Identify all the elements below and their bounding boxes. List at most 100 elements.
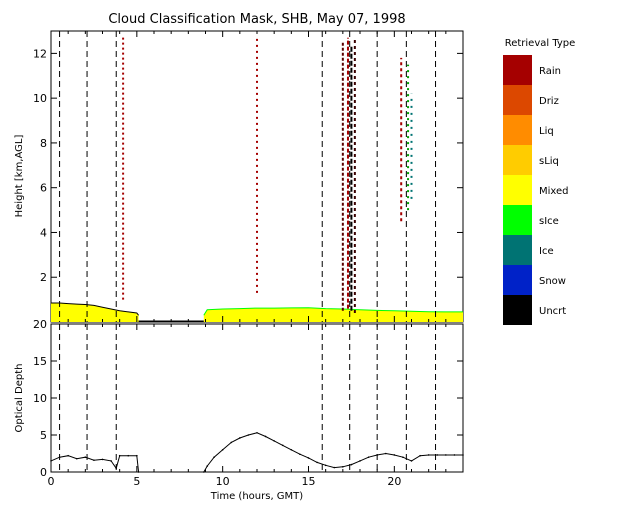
optical-depth-point-13 — [202, 471, 205, 473]
x-tick-label-2: 10 — [216, 475, 230, 488]
mixed-layer-top-line-0 — [51, 302, 139, 316]
top-y-tick-label-3: 8 — [40, 137, 47, 150]
optical-depth-point-8 — [115, 467, 118, 470]
optical-depth-point-12 — [137, 471, 140, 473]
x-tick-label-0: 0 — [48, 475, 55, 488]
legend-swatch-sice — [503, 205, 532, 235]
optical-depth-point-5 — [93, 459, 95, 461]
legend-swatch-sliq — [503, 145, 532, 175]
top-plot-content — [51, 31, 464, 322]
x-tick-label-1: 5 — [133, 475, 140, 488]
top-y-tick-label-4: 10 — [33, 92, 47, 105]
optical-depth-point-39 — [419, 454, 421, 457]
optical-depth-point-40 — [427, 454, 430, 456]
chart-title: Cloud Classification Mask, SHB, May 07, … — [108, 12, 405, 27]
optical-depth-point-10 — [127, 454, 130, 457]
legend-label-mixed: Mixed — [539, 186, 569, 197]
optical-depth-point-35 — [384, 452, 387, 455]
top-panel: 2 4 6 8 10 12 Height [km,AGL] — [14, 30, 464, 323]
top-y-axis-label: Height [km,AGL] — [14, 135, 25, 218]
legend-swatch-mixed — [503, 175, 532, 205]
bottom-y-tick-label-1: 5 — [40, 429, 47, 442]
optical-depth-point-32 — [359, 460, 361, 462]
optical-depth-point-22 — [273, 440, 275, 442]
optical-depth-point-19 — [247, 434, 250, 436]
mixed-layer-area-0 — [51, 303, 139, 322]
legend-swatch-liq — [503, 115, 532, 145]
mixed-layer-area-1 — [203, 307, 464, 322]
legend-label-snow: Snow — [539, 276, 566, 287]
optical-depth-point-23 — [281, 444, 284, 447]
optical-depth-point-31 — [350, 463, 353, 466]
mixed-layer-top-line-1 — [203, 307, 463, 316]
optical-depth-point-2 — [67, 454, 69, 457]
legend-label-rain: Rain — [539, 66, 561, 77]
x-tick-label-4: 20 — [387, 475, 401, 488]
optical-depth-line — [50, 432, 463, 473]
bottom-y-tick-label-2: 10 — [33, 392, 47, 405]
bottom-panel: 0 5 10 15 20 0 5 10 15 20 Optical Depth Time (ho… — [14, 318, 464, 502]
optical-depth-point-29 — [333, 466, 336, 469]
legend-title: Retrieval Type — [505, 38, 576, 49]
optical-depth-point-41 — [436, 454, 439, 456]
bottom-y-axis-label: Optical Depth — [14, 364, 25, 433]
optical-depth-point-43 — [453, 454, 456, 456]
optical-depth-point-36 — [393, 454, 396, 456]
legend-label-sice: sIce — [539, 216, 559, 227]
optical-depth-point-37 — [402, 456, 404, 459]
bottom-plot-frame — [50, 323, 464, 473]
optical-depth-point-1 — [58, 456, 61, 459]
legend-label-sliq: sLiq — [539, 156, 559, 167]
optical-depth-point-28 — [324, 464, 327, 467]
optical-depth-point-6 — [101, 458, 104, 461]
optical-depth-point-4 — [84, 456, 87, 459]
bottom-y-tick-label-4: 20 — [33, 318, 47, 331]
bottom-plot-content — [50, 324, 464, 473]
legend-swatch-uncrt — [503, 295, 532, 325]
optical-depth-point-11 — [136, 454, 138, 457]
optical-depth-point-42 — [445, 454, 447, 456]
legend: Retrieval Type Rain Driz Liq sLiq Mixed sIce I… — [503, 38, 575, 325]
optical-depth-point-9 — [118, 454, 121, 457]
optical-depth-point-26 — [307, 457, 310, 459]
optical-depth-point-7 — [110, 460, 112, 462]
bottom-y-axis: 0 5 10 15 20 — [33, 318, 463, 479]
top-y-tick-label-1: 4 — [40, 226, 47, 239]
optical-depth-point-14 — [206, 465, 209, 467]
legend-swatch-ice — [503, 235, 532, 265]
optical-depth-point-20 — [256, 431, 258, 434]
legend-label-liq: Liq — [539, 126, 554, 137]
legend-label-driz: Driz — [539, 96, 559, 107]
legend-items: Rain Driz Liq sLiq Mixed sIce Ice Snow Uncrt — [503, 55, 569, 325]
top-y-tick-label-2: 6 — [40, 182, 47, 195]
optical-depth-point-25 — [299, 453, 301, 456]
optical-depth-point-17 — [230, 441, 233, 444]
legend-label-uncrt: Uncrt — [539, 306, 566, 317]
optical-depth-point-0 — [50, 460, 52, 462]
top-y-tick-label-5: 12 — [33, 47, 47, 60]
top-y-tick-label-0: 2 — [40, 271, 47, 284]
optical-depth-point-27 — [316, 461, 318, 464]
legend-swatch-snow — [503, 265, 532, 295]
legend-label-ice: Ice — [539, 246, 554, 257]
bottom-y-tick-label-3: 15 — [33, 355, 47, 368]
optical-depth-point-38 — [410, 460, 413, 462]
optical-depth-point-18 — [239, 437, 241, 439]
optical-depth-point-33 — [367, 456, 370, 459]
optical-depth-point-21 — [264, 435, 267, 438]
top-y-axis: 2 4 6 8 10 12 — [33, 31, 463, 322]
optical-depth-point-44 — [462, 454, 464, 456]
bottom-y-tick-label-0: 0 — [40, 466, 47, 479]
optical-depth-point-3 — [75, 457, 78, 460]
optical-depth-point-15 — [213, 456, 215, 459]
x-axis: 0 5 10 15 20 — [48, 324, 447, 488]
x-axis-label: Time (hours, GMT) — [210, 491, 304, 502]
optical-depth-point-30 — [342, 466, 344, 468]
legend-swatch-driz — [503, 85, 532, 115]
optical-depth-point-16 — [221, 449, 224, 451]
x-tick-label-3: 15 — [302, 475, 316, 488]
legend-swatch-rain — [503, 55, 532, 85]
optical-depth-point-34 — [376, 454, 378, 456]
optical-depth-point-24 — [290, 449, 293, 451]
